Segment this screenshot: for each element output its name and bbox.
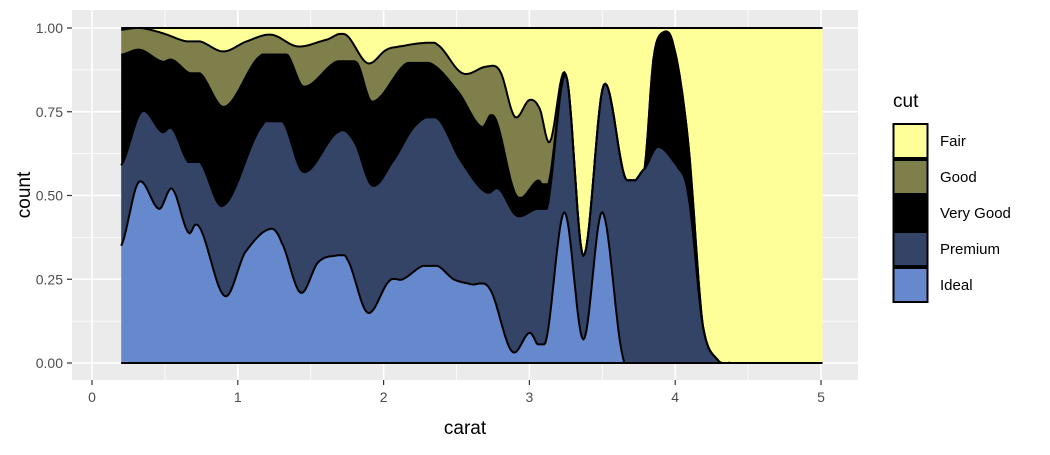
- legend-label: Fair: [940, 133, 966, 150]
- x-tick-label: 5: [817, 389, 825, 405]
- legend-key-good: [892, 159, 929, 195]
- area-ideal: [121, 181, 823, 363]
- x-tick-label: 3: [526, 389, 534, 405]
- legend-label: Ideal: [940, 277, 973, 294]
- y-tick-label: 1.00: [36, 20, 63, 36]
- x-tick-label: 1: [234, 389, 242, 405]
- x-tick-label: 2: [380, 389, 388, 405]
- x-tick-label: 4: [671, 389, 679, 405]
- y-tick-label: 0.75: [36, 104, 63, 120]
- legend-label: Very Good: [940, 205, 1011, 222]
- y-axis-title: count: [14, 171, 35, 218]
- y-tick-label: 0.50: [36, 188, 63, 204]
- outline-ideal: [120, 180, 823, 364]
- x-tick-label: 0: [88, 389, 96, 405]
- legend-key-fair: [892, 123, 929, 159]
- axes: 0 1 2 3 4 5 0.00 0.25 0.50 0.75 1.00: [36, 20, 825, 405]
- area-good: [121, 28, 823, 363]
- outline-good: [121, 27, 823, 364]
- y-tick-label: 0.00: [36, 355, 63, 371]
- legend: cut Fair Good Very Good Premium Ideal: [892, 91, 1011, 303]
- y-tick-label: 0.25: [36, 271, 63, 287]
- legend-label: Premium: [940, 241, 1000, 258]
- x-axis-title: carat: [444, 418, 487, 439]
- legend-key-premium: [892, 231, 929, 267]
- area-fair: [121, 28, 823, 363]
- legend-title: cut: [893, 91, 919, 112]
- legend-key-very-good: [892, 195, 929, 231]
- legend-key-ideal: [892, 267, 929, 303]
- area-very-good: [121, 31, 823, 364]
- density-layers: [120, 27, 823, 364]
- area-premium: [121, 74, 823, 364]
- legend-label: Good: [940, 169, 977, 186]
